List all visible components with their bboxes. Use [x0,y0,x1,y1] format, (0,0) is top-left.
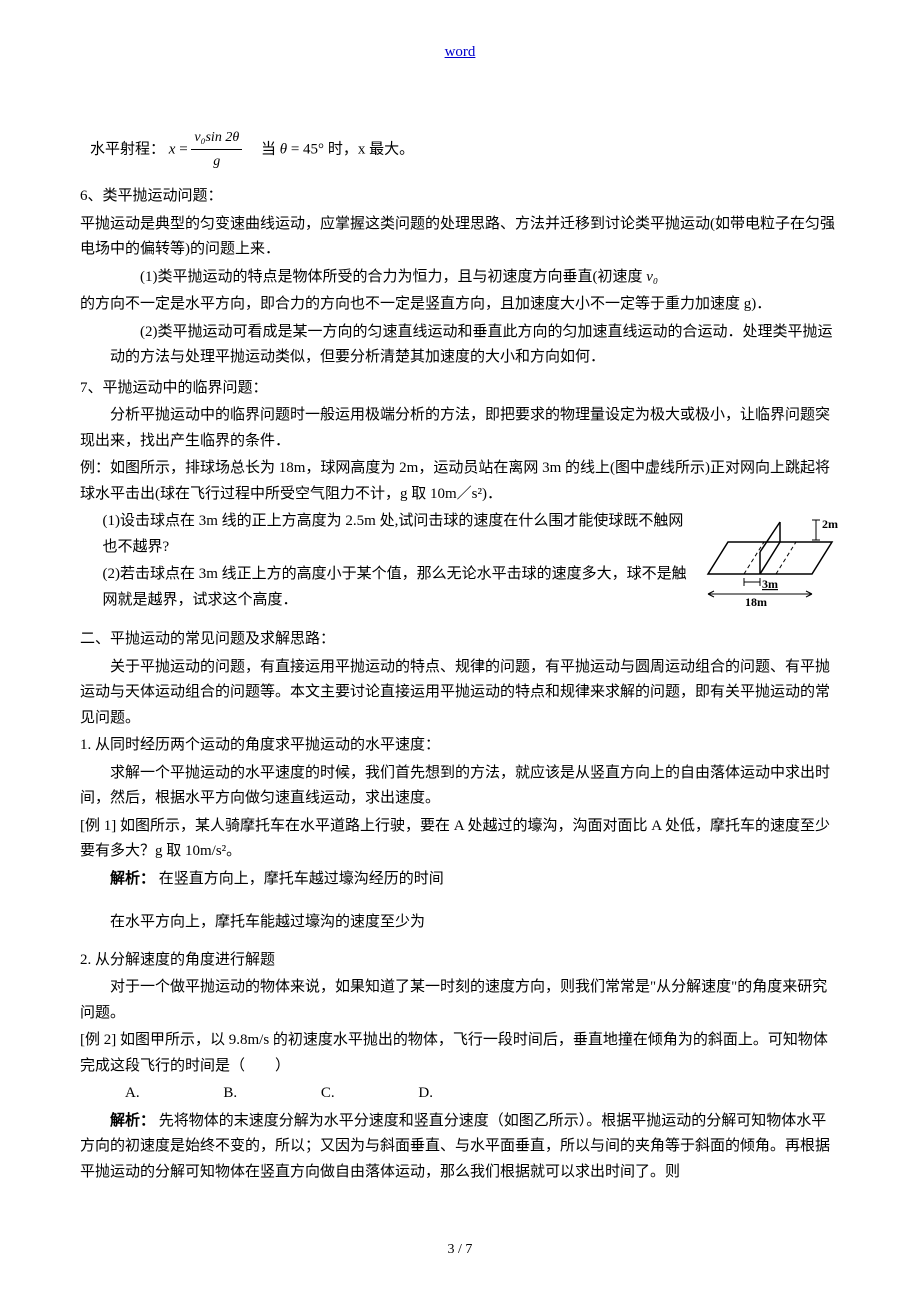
problem2-choices: A. B. C. D. [80,1081,840,1107]
problem2-example-text: 如图甲所示，以 9.8m/s 的初速度水平抛出的物体，飞行一段时间后，垂直地撞在… [80,1032,828,1074]
frac-numerator: v₀sin 2θ [191,126,242,151]
condition-eq: = 45° [291,141,324,157]
section-two-title: 二、平抛运动的常见问题及求解思路： [80,627,840,653]
volleyball-diagram: 2m 3m 18m [700,514,840,609]
formula-x: x [169,141,176,157]
problem2-example: [例 2] 如图甲所示，以 9.8m/s 的初速度水平抛出的物体，飞行一段时间后… [80,1028,840,1079]
choice-d: D. [418,1081,433,1107]
page-number: 3 / 7 [0,1238,920,1262]
section7-para1: 分析平抛运动中的临界问题时一般运用极端分析的方法，即把要求的物理量设定为极大或极… [80,403,840,454]
condition-theta: θ [280,141,287,157]
problem1-solution1: 在竖直方向上，摩托车越过壕沟经历的时间 [159,871,444,887]
problem2-title: 2. 从分解速度的角度进行解题 [80,948,840,974]
label-2m: 2m [822,517,838,531]
problem2-solution: 解析： 先将物体的末速度分解为水平分速度和竖直分速度（如图乙所示）。根据平抛运动… [80,1109,840,1186]
problem1-title: 1. 从同时经历两个运动的角度求平抛运动的水平速度： [80,733,840,759]
problem1-solution-line1: 解析： 在竖直方向上，摩托车越过壕沟经历的时间 [80,867,840,893]
section-two-para1: 关于平抛运动的问题，有直接运用平抛运动的特点、规律的问题，有平抛运动与圆周运动组… [80,655,840,732]
problem2-solution-text: 先将物体的末速度分解为水平分速度和竖直分速度（如图乙所示）。根据平抛运动的分解可… [80,1113,830,1180]
condition-suffix: 时，x 最大。 [328,141,414,157]
problem1-para1: 求解一个平抛运动的水平速度的时候，我们首先想到的方法，就应该是从竖直方向上的自由… [80,761,840,812]
section7-questions-block: 2m 3m 18m (1)设击球点在 3m 线的正上方高度为 2.5m 处,试问… [80,509,840,615]
choice-c: C. [321,1081,335,1107]
problem1-example-label: [例 1] [80,818,120,834]
dashed-line-1 [744,542,764,574]
choice-b: B. [223,1081,237,1107]
section6-sub1-contline: 的方向不一定是水平方向，即合力的方向也不一定是竖直方向，且加速度大小不一定等于重… [80,292,840,318]
diagram-svg: 2m 3m 18m [700,514,840,609]
section6-sub1-var: v₀ [646,269,658,285]
problem2-example-label: [例 2] [80,1032,120,1048]
problem1-solution-label: 解析： [110,871,155,887]
section7-title: 7、平抛运动中的临界问题： [80,376,840,402]
problem1-example-text: 如图所示，某人骑摩托车在水平道路上行驶，要在 A 处越过的壕沟，沟面对面比 A … [80,818,830,860]
choice-a: A. [125,1081,140,1107]
problem2-para1: 对于一个做平抛运动的物体来说，如果知道了某一时刻的速度方向，则我们常常是"从分解… [80,975,840,1026]
section6-sub2: (2)类平抛运动可看成是某一方向的匀速直线运动和垂直此方向的匀加速直线运动的合运… [80,320,840,371]
dashed-line-2 [776,542,796,574]
frac-denominator: g [191,150,242,174]
condition-prefix: 当 [246,141,280,157]
label-3m: 3m [762,577,778,591]
formula-line: 水平射程： x = v₀sin 2θ g 当 θ = 45° 时，x 最大。 [80,126,840,175]
problem1-example: [例 1] 如图所示，某人骑摩托车在水平道路上行驶，要在 A 处越过的壕沟，沟面… [80,814,840,865]
formula-prefix: 水平射程： [90,141,165,157]
section7-example-intro: 例：如图所示，排球场总长为 18m，球网高度为 2m，运动员站在离网 3m 的线… [80,456,840,507]
header-link-container: word [80,40,840,66]
problem2-solution-label: 解析： [110,1113,155,1129]
section6-title: 6、类平抛运动问题： [80,184,840,210]
formula-eq: = [179,141,191,157]
word-link[interactable]: word [445,44,476,60]
problem1-solution2: 在水平方向上，摩托车能越过壕沟的速度至少为 [80,910,840,936]
section6-sub1-wrap: (1)类平抛运动的特点是物体所受的合力为恒力，且与初速度方向垂直(初速度 v₀ [80,265,840,291]
section6-para1: 平抛运动是典型的匀变速曲线运动，应掌握这类问题的处理思路、方法并迁移到讨论类平抛… [80,212,840,263]
section6-sub1: (1)类平抛运动的特点是物体所受的合力为恒力，且与初速度方向垂直(初速度 [140,269,643,285]
formula-fraction: v₀sin 2θ g [191,126,242,175]
label-18m: 18m [745,595,767,609]
